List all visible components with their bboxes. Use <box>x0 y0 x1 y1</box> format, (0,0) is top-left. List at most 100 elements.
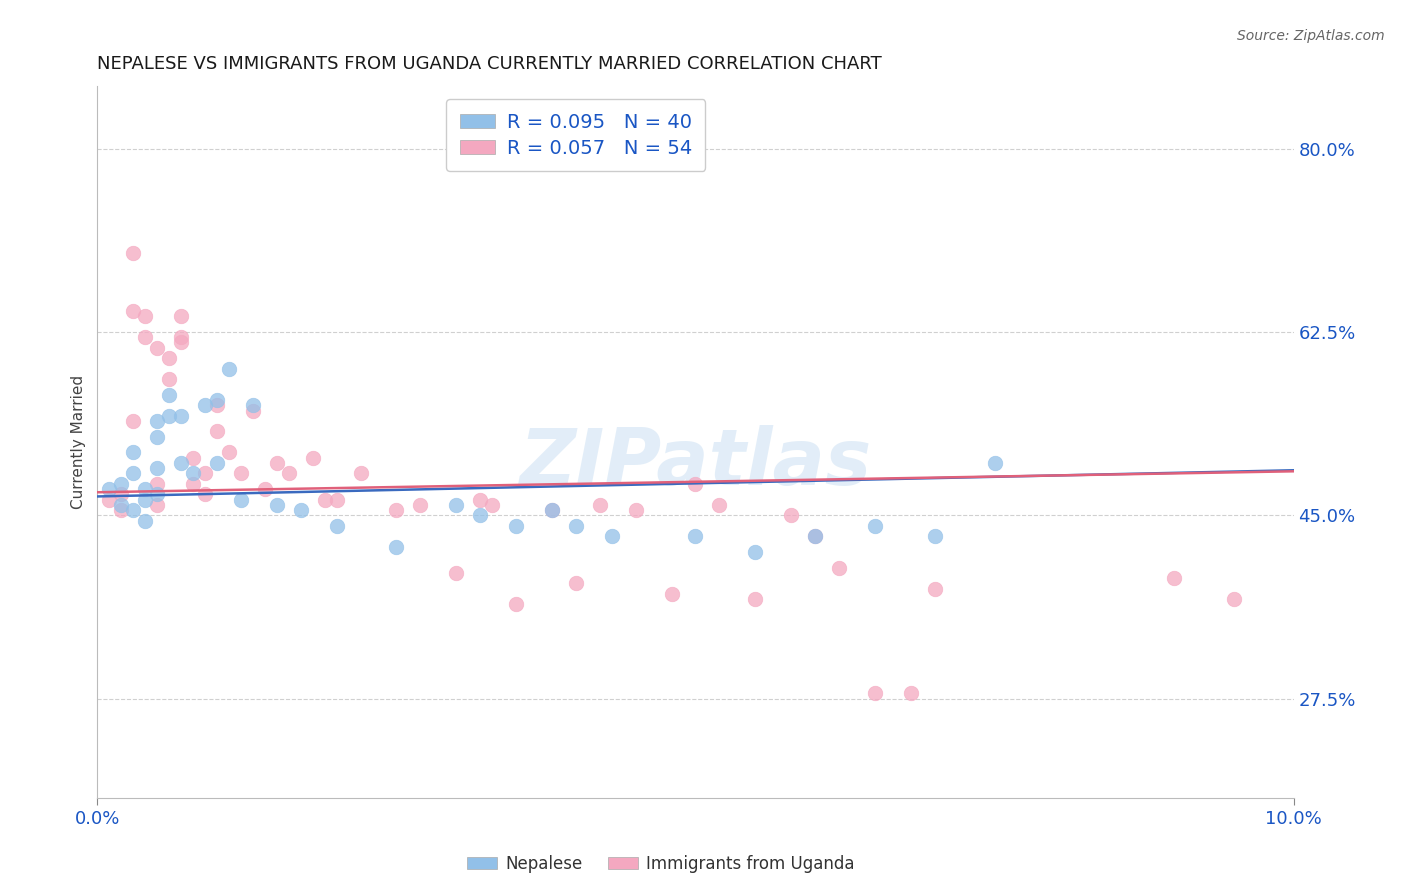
Point <box>157 409 180 423</box>
Point <box>98 482 121 496</box>
Point <box>744 545 766 559</box>
Point <box>122 467 145 481</box>
Point <box>900 686 922 700</box>
Point <box>134 310 156 324</box>
Point <box>983 456 1005 470</box>
Point <box>505 518 527 533</box>
Legend: R = 0.095   N = 40, R = 0.057   N = 54: R = 0.095 N = 40, R = 0.057 N = 54 <box>446 99 706 171</box>
Point <box>134 330 156 344</box>
Point <box>218 445 240 459</box>
Point <box>661 587 683 601</box>
Point <box>134 482 156 496</box>
Point <box>157 388 180 402</box>
Point <box>863 686 886 700</box>
Point <box>146 476 169 491</box>
Point <box>146 498 169 512</box>
Point <box>385 540 408 554</box>
Point <box>589 498 612 512</box>
Point <box>314 492 336 507</box>
Point <box>1223 592 1246 607</box>
Text: ZIPatlas: ZIPatlas <box>519 425 872 501</box>
Point <box>804 529 827 543</box>
Point <box>301 450 323 465</box>
Point <box>470 508 492 523</box>
Point <box>194 467 217 481</box>
Point <box>253 482 276 496</box>
Point <box>170 456 193 470</box>
Point <box>146 414 169 428</box>
Point <box>349 467 371 481</box>
Point <box>122 246 145 260</box>
Point <box>146 341 169 355</box>
Point <box>290 503 312 517</box>
Point <box>170 409 193 423</box>
Point <box>505 598 527 612</box>
Point <box>242 398 264 412</box>
Point <box>122 503 145 517</box>
Point <box>541 503 564 517</box>
Point <box>110 487 132 501</box>
Point <box>266 456 288 470</box>
Point <box>170 310 193 324</box>
Point <box>924 529 946 543</box>
Point <box>685 529 707 543</box>
Point <box>565 518 588 533</box>
Point <box>194 398 217 412</box>
Point <box>110 476 132 491</box>
Point <box>157 351 180 366</box>
Point <box>181 450 204 465</box>
Point <box>444 498 467 512</box>
Point <box>146 487 169 501</box>
Text: Source: ZipAtlas.com: Source: ZipAtlas.com <box>1237 29 1385 43</box>
Point <box>170 330 193 344</box>
Point <box>828 560 851 574</box>
Point <box>134 492 156 507</box>
Point <box>194 487 217 501</box>
Point <box>229 467 252 481</box>
Point <box>146 430 169 444</box>
Point <box>122 304 145 318</box>
Point <box>624 503 647 517</box>
Point <box>242 403 264 417</box>
Point <box>157 372 180 386</box>
Point <box>277 467 299 481</box>
Point <box>481 498 503 512</box>
Point <box>385 503 408 517</box>
Point <box>744 592 766 607</box>
Point <box>470 492 492 507</box>
Point <box>804 529 827 543</box>
Point <box>325 492 347 507</box>
Point <box>541 503 564 517</box>
Point <box>565 576 588 591</box>
Point <box>170 335 193 350</box>
Point <box>863 518 886 533</box>
Point <box>205 398 228 412</box>
Point <box>924 582 946 596</box>
Point <box>146 461 169 475</box>
Point <box>325 518 347 533</box>
Point <box>122 445 145 459</box>
Point <box>205 393 228 408</box>
Point <box>181 476 204 491</box>
Point <box>98 492 121 507</box>
Y-axis label: Currently Married: Currently Married <box>72 375 86 509</box>
Point <box>134 514 156 528</box>
Point <box>600 529 623 543</box>
Point <box>205 456 228 470</box>
Point <box>122 414 145 428</box>
Point <box>266 498 288 512</box>
Point <box>709 498 731 512</box>
Point <box>685 476 707 491</box>
Point <box>218 361 240 376</box>
Point <box>181 467 204 481</box>
Legend: Nepalese, Immigrants from Uganda: Nepalese, Immigrants from Uganda <box>460 848 862 880</box>
Point <box>229 492 252 507</box>
Point <box>110 498 132 512</box>
Point <box>110 503 132 517</box>
Point <box>444 566 467 580</box>
Point <box>409 498 432 512</box>
Point <box>780 508 803 523</box>
Point <box>205 425 228 439</box>
Point <box>1163 571 1185 585</box>
Text: NEPALESE VS IMMIGRANTS FROM UGANDA CURRENTLY MARRIED CORRELATION CHART: NEPALESE VS IMMIGRANTS FROM UGANDA CURRE… <box>97 55 882 73</box>
